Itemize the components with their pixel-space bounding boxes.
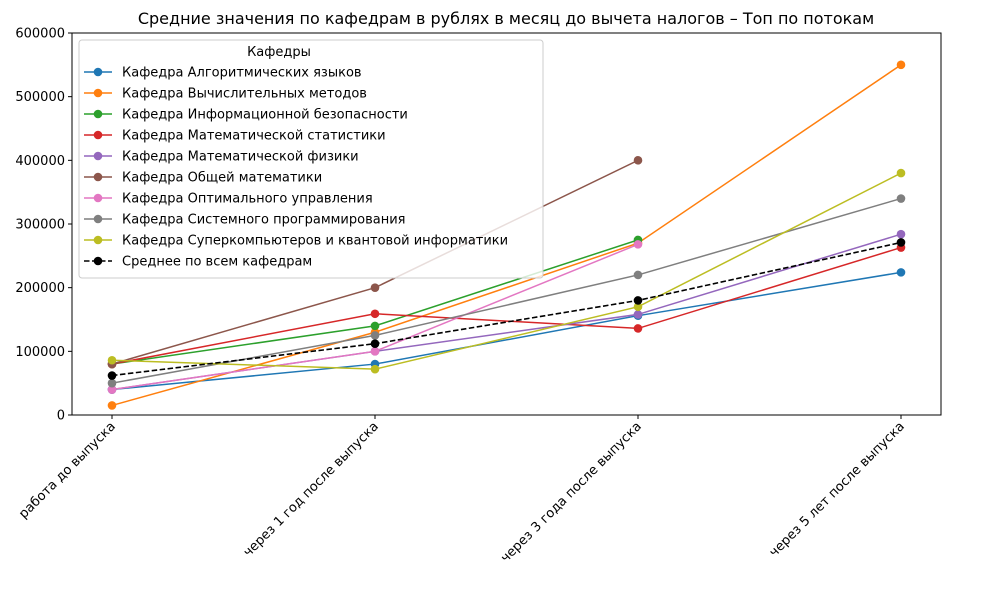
legend-label: Кафедра Оптимального управления bbox=[122, 192, 373, 207]
data-point bbox=[896, 194, 906, 203]
legend: Кафедры Кафедра Алгоритмических языков Каф… bbox=[78, 39, 544, 279]
data-point bbox=[896, 268, 906, 277]
legend-box bbox=[78, 39, 544, 279]
series-layer bbox=[107, 60, 906, 410]
series-9 bbox=[107, 238, 906, 380]
y-tick-label: 100000 bbox=[15, 345, 65, 360]
legend-label: Кафедра Математической физики bbox=[122, 150, 359, 165]
x-tick-label: через 3 года после выпуска bbox=[498, 419, 645, 566]
y-tick-label: 400000 bbox=[15, 154, 65, 169]
series-line bbox=[111, 172, 902, 370]
y-tick-label: 600000 bbox=[15, 27, 65, 42]
data-point bbox=[370, 364, 380, 374]
x-axis: работа до выпуска через 1 год после выпус… bbox=[16, 415, 908, 566]
data-point bbox=[370, 321, 380, 331]
data-point bbox=[107, 355, 117, 365]
data-point bbox=[896, 238, 906, 247]
legend-label: Кафедра Системного программирования bbox=[122, 213, 406, 228]
data-point bbox=[633, 302, 643, 312]
series-line bbox=[111, 246, 902, 365]
legend-marker bbox=[93, 109, 103, 119]
legend-marker bbox=[93, 151, 103, 161]
legend-item: Среднее по всем кафедрам bbox=[84, 255, 312, 270]
data-point bbox=[633, 296, 643, 305]
legend-item: Кафедра Системного программирования bbox=[84, 213, 406, 228]
data-point bbox=[633, 270, 643, 280]
series-line bbox=[111, 241, 902, 377]
x-tick-label: через 1 год после выпуска bbox=[241, 419, 382, 560]
legend-label: Кафедра Математической статистики bbox=[122, 129, 386, 144]
legend-label: Кафедра Общей математики bbox=[122, 171, 322, 186]
x-tick-label: через 5 лет после выпуска bbox=[767, 419, 908, 560]
series-6 bbox=[107, 240, 643, 394]
legend-label: Кафедра Информационной безопасности bbox=[122, 108, 408, 123]
legend-item: Кафедра Математической физики bbox=[84, 150, 359, 165]
legend-title: Кафедры bbox=[247, 45, 311, 60]
data-point bbox=[896, 168, 906, 178]
legend-marker bbox=[93, 214, 103, 224]
legend-marker bbox=[93, 67, 103, 77]
legend-marker bbox=[93, 130, 103, 140]
legend-label: Кафедра Алгоритмических языков bbox=[122, 66, 362, 81]
data-point bbox=[107, 385, 117, 394]
series-3 bbox=[107, 243, 906, 369]
legend-item: Кафедра Общей математики bbox=[84, 171, 322, 186]
data-point bbox=[107, 401, 117, 410]
data-point bbox=[633, 240, 643, 249]
legend-item: Кафедра Математической статистики bbox=[84, 129, 386, 144]
series-line bbox=[111, 271, 902, 391]
data-point bbox=[633, 310, 643, 319]
legend-item: Кафедра Вычислительных методов bbox=[84, 87, 367, 102]
data-point bbox=[370, 283, 380, 292]
data-point bbox=[370, 309, 380, 319]
data-point bbox=[633, 324, 643, 333]
legend-label: Кафедра Вычислительных методов bbox=[122, 87, 367, 102]
legend-item: Кафедра Суперкомпьютеров и квантовой инф… bbox=[84, 234, 508, 249]
legend-label: Среднее по всем кафедрам bbox=[122, 255, 312, 270]
data-point bbox=[633, 156, 643, 165]
y-tick-label: 300000 bbox=[15, 218, 65, 233]
chart-title: Средние значения по кафедрам в рублях в … bbox=[138, 9, 874, 28]
data-point bbox=[896, 229, 906, 239]
y-axis: 0 100000 200000 300000 400000 500000 600000 bbox=[15, 27, 72, 424]
legend-marker bbox=[93, 193, 103, 203]
legend-item: Кафедра Информационной безопасности bbox=[84, 108, 408, 123]
legend-label: Кафедра Суперкомпьютеров и квантовой инф… bbox=[122, 234, 508, 249]
data-point bbox=[107, 371, 117, 380]
data-point bbox=[370, 339, 380, 348]
legend-item: Кафедра Оптимального управления bbox=[84, 192, 373, 207]
y-tick-label: 200000 bbox=[15, 281, 65, 296]
series-8 bbox=[107, 168, 906, 374]
legend-marker bbox=[93, 256, 103, 266]
legend-marker bbox=[93, 88, 103, 98]
data-point bbox=[370, 347, 380, 356]
y-tick-label: 0 bbox=[57, 409, 65, 424]
legend-marker bbox=[93, 172, 103, 182]
legend-marker bbox=[93, 235, 103, 245]
data-point bbox=[107, 378, 117, 388]
data-point bbox=[896, 60, 906, 70]
x-tick-label: работа до выпуска bbox=[16, 419, 119, 522]
legend-item: Кафедра Алгоритмических языков bbox=[84, 66, 362, 81]
data-point bbox=[370, 331, 380, 340]
y-tick-label: 500000 bbox=[15, 90, 65, 105]
series-line bbox=[111, 64, 902, 407]
